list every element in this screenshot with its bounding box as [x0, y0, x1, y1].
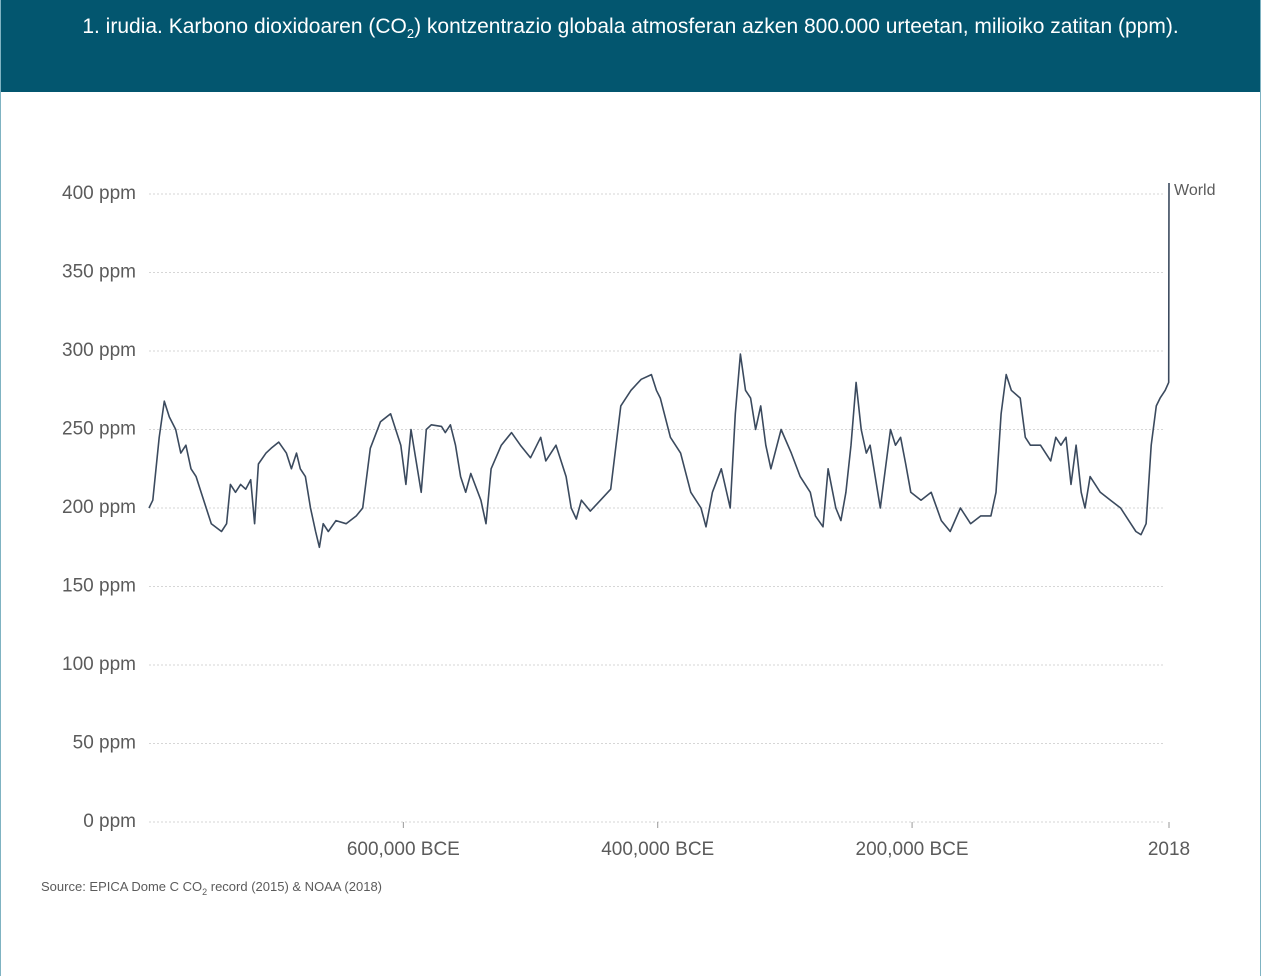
y-tick-label: 200 ppm: [62, 497, 136, 518]
title-text: ) kontzentrazio globala atmosferan azken…: [414, 15, 1179, 38]
x-tick-label: 400,000 BCE: [601, 839, 714, 860]
x-tick-label: 2018: [1148, 839, 1190, 860]
source-subscript: 2: [202, 887, 207, 897]
y-tick-label: 150 ppm: [62, 576, 136, 597]
y-tick-label: 300 ppm: [62, 340, 136, 361]
x-tick-label: 600,000 BCE: [347, 839, 460, 860]
x-tick-label: 200,000 BCE: [856, 839, 969, 860]
source-text: Source: EPICA Dome C CO: [41, 879, 202, 894]
y-tick-label: 250 ppm: [62, 419, 136, 440]
y-tick-label: 100 ppm: [62, 654, 136, 675]
figure-header: 1. irudia. Karbono dioxidoaren (CO2) kon…: [1, 0, 1260, 92]
series-label: World: [1174, 182, 1216, 199]
data-line: [148, 182, 1170, 549]
y-tick-label: 0 ppm: [83, 811, 136, 832]
source-text: record (2015) & NOAA (2018): [207, 879, 382, 894]
figure-title: 1. irudia. Karbono dioxidoaren (CO2) kon…: [82, 12, 1178, 42]
y-tick-label: 400 ppm: [62, 183, 136, 204]
y-tick-label: 350 ppm: [62, 262, 136, 283]
title-text: 1. irudia. Karbono dioxidoaren (CO: [82, 15, 407, 38]
y-tick-label: 50 ppm: [73, 733, 136, 754]
title-subscript: 2: [406, 26, 415, 42]
source-note: Source: EPICA Dome C CO2 record (2015) &…: [41, 879, 382, 897]
